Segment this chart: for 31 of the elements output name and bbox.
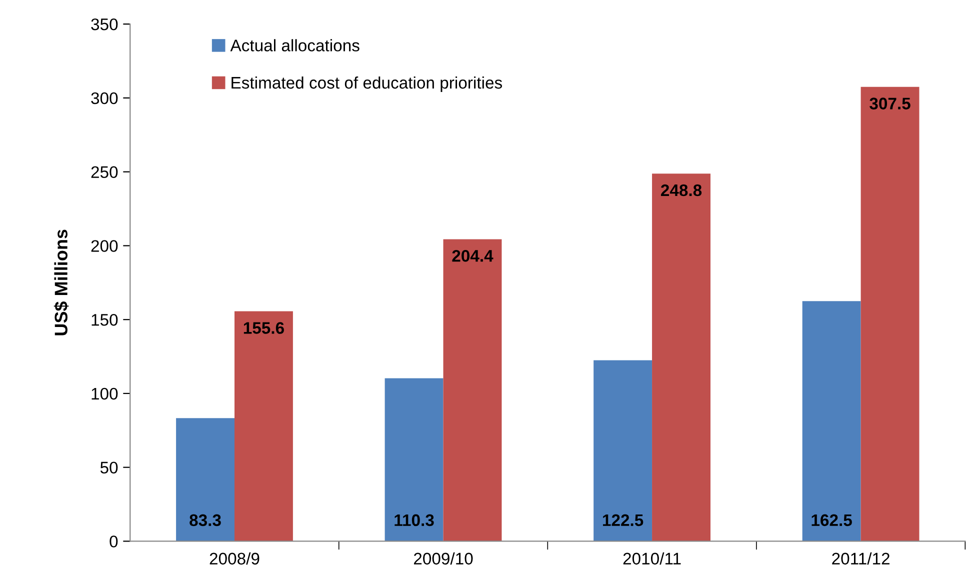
data-label: 155.6 xyxy=(244,322,284,334)
bar xyxy=(176,418,234,542)
bar xyxy=(860,86,920,542)
bar xyxy=(652,174,710,542)
bar xyxy=(443,239,502,542)
x-tick-label: 2008/9 xyxy=(210,552,260,565)
x-tick-label: 2010/11 xyxy=(623,552,681,565)
x-tick-label: 2009/10 xyxy=(414,552,473,565)
legend-label: Estimated cost of education priorities xyxy=(232,76,502,92)
bar xyxy=(384,378,444,542)
y-axis-title: US$ Millions xyxy=(54,230,69,336)
data-label: 162.5 xyxy=(812,514,852,526)
y-tick-label: 150 xyxy=(92,314,118,326)
data-label: 83.3 xyxy=(190,514,221,526)
y-tick-label: 100 xyxy=(92,388,118,400)
x-tick-label: 2011/12 xyxy=(832,552,890,565)
bar xyxy=(802,301,861,542)
bar xyxy=(594,360,652,542)
y-tick-label: 0 xyxy=(110,536,118,548)
data-label: 110.3 xyxy=(394,514,434,526)
legend-label: Actual allocations xyxy=(230,39,360,52)
y-tick-label: 350 xyxy=(91,18,118,30)
y-tick-label: 200 xyxy=(91,240,118,252)
data-label: 248.8 xyxy=(660,184,702,196)
data-label: 122.5 xyxy=(602,514,644,526)
data-label: 204.4 xyxy=(452,250,494,262)
bar xyxy=(234,311,293,542)
y-tick-label: 250 xyxy=(91,166,118,178)
y-tick-label: 50 xyxy=(100,462,118,474)
y-tick-label: 300 xyxy=(91,92,118,104)
data-label: 307.5 xyxy=(870,98,910,110)
